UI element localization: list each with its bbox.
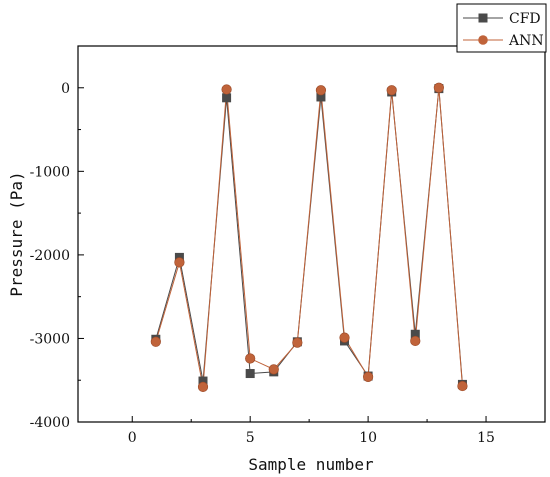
data-point-cfd (245, 369, 255, 379)
x-tick-label: 0 (128, 430, 137, 446)
y-tick-label: -4000 (30, 415, 70, 431)
series-lines (155, 87, 463, 387)
y-axis: 0 -1000 -2000 -3000 -4000 (30, 45, 84, 431)
data-point-ann (386, 85, 397, 96)
legend-box (456, 3, 547, 53)
data-point-cfd (410, 329, 420, 339)
legend-label-cfd: CFD (509, 11, 541, 27)
x-axis: 0 5 10 15 (128, 416, 495, 446)
data-point-ann (433, 82, 444, 93)
x-axis-label: Sample number (248, 455, 374, 474)
data-point-ann (221, 84, 232, 95)
data-point-ann (150, 336, 161, 347)
data-point-ann (268, 364, 279, 375)
x-tick-label: 15 (477, 430, 495, 446)
data-point-ann (174, 257, 185, 268)
data-point-cfd (222, 93, 232, 103)
plot-frame (77, 45, 546, 423)
series-line-ann (155, 87, 463, 387)
data-point-cfd (316, 92, 326, 102)
data-point-ann (410, 335, 421, 347)
x-tick-label: 5 (246, 430, 255, 446)
data-point-ann (245, 353, 256, 364)
legend: CFD ANN (456, 3, 547, 53)
legend-marker-cfd (478, 13, 488, 23)
data-point-ann (363, 371, 374, 382)
y-tick-label: -2000 (30, 248, 70, 264)
x-tick-label: 10 (359, 430, 377, 446)
data-point-ann (197, 381, 209, 393)
y-axis-label: Pressure (Pa) (7, 171, 26, 296)
data-point-ann (315, 85, 327, 96)
data-point-ann (457, 380, 468, 392)
legend-label-ann: ANN (508, 33, 544, 49)
data-point-ann (339, 332, 350, 343)
y-tick-label: -3000 (30, 331, 70, 347)
series-markers (150, 82, 468, 393)
y-tick-label: 0 (61, 81, 70, 97)
data-point-cfd (198, 376, 208, 386)
data-point-ann (292, 337, 303, 348)
y-tick-label: -1000 (30, 164, 70, 180)
legend-marker-ann (478, 35, 488, 45)
